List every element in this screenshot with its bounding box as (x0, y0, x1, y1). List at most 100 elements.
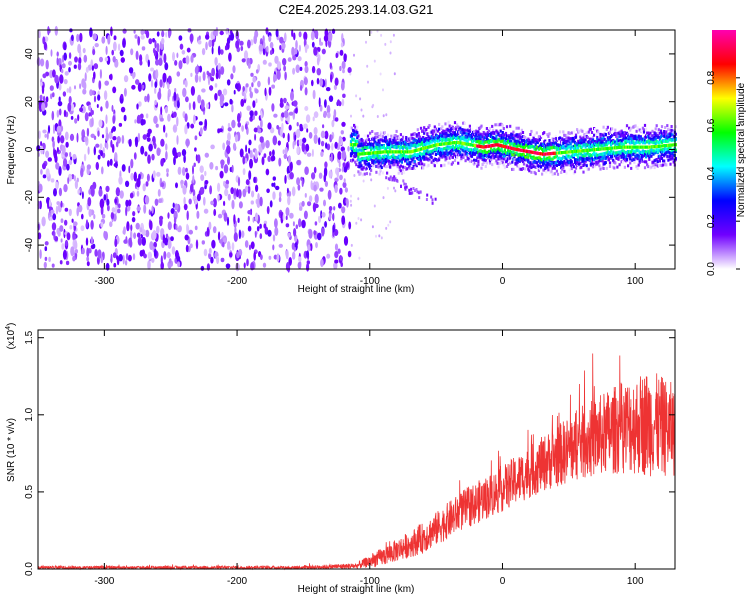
spectrogram-cell (643, 166, 647, 170)
spectrogram-cell (447, 120, 450, 124)
spectrogram-cell (121, 134, 125, 144)
spectrogram-cell (381, 171, 384, 175)
spectrogram-cell (509, 156, 512, 160)
spectrogram-cell (591, 136, 595, 140)
spectrogram-cell (222, 241, 225, 248)
spectrogram-cell (120, 93, 124, 99)
spectrogram-cell (500, 133, 503, 137)
spectrogram-cell (74, 180, 78, 190)
spectrogram-cell (527, 142, 530, 146)
spectrogram-cell (516, 161, 519, 165)
spectrogram-cell (552, 161, 555, 165)
spectrogram-cell (38, 29, 41, 39)
spectrogram-cell (529, 161, 532, 165)
spectrogram-cell (223, 212, 228, 222)
spectrogram-cell (511, 153, 514, 157)
spectrogram-cell (156, 31, 160, 37)
spectrogram-cell (666, 156, 669, 160)
spectrogram-cell (534, 156, 537, 160)
spectrogram-cell (353, 123, 356, 127)
spectrogram-cell (606, 125, 609, 129)
spectrogram-cell (597, 130, 600, 134)
spectrogram-cell (536, 141, 539, 145)
spectrogram-cell (64, 131, 69, 141)
spectrogram-cell (377, 165, 380, 169)
spectrogram-cell (456, 123, 459, 127)
spectrogram-cell (128, 237, 132, 246)
spectrogram-cell (369, 131, 372, 135)
spectrogram-cell (52, 69, 56, 78)
spectrogram-cell (366, 158, 370, 161)
spectrogram-cell (99, 143, 103, 150)
spectrogram-cell (633, 157, 636, 161)
spectrogram-cell (322, 124, 325, 129)
spectrogram-cell (73, 175, 77, 182)
spectrogram-cell (358, 165, 361, 169)
spectrogram-cell (547, 134, 550, 138)
spectrogram-cell (114, 198, 117, 204)
spectrogram-cell (112, 136, 117, 141)
spectrogram-cell (214, 93, 218, 101)
spectrogram-cell (425, 198, 428, 201)
spectrogram-cell (334, 177, 339, 183)
spectrogram-cell (581, 129, 584, 133)
spectrogram-cell (194, 225, 198, 231)
spectrogram-cell (240, 98, 245, 107)
spectrogram-cell (658, 159, 661, 163)
spectrogram-cell (50, 209, 55, 214)
spectrogram-cell (250, 72, 254, 77)
spectrogram-cell (67, 177, 70, 185)
spectrogram-cell (406, 147, 409, 151)
spectrogram-cell (184, 79, 188, 88)
spectrogram-cell (360, 218, 363, 222)
spectrogram-cell (584, 138, 587, 142)
spectrogram-cell (492, 128, 495, 132)
spectrogram-cell (105, 114, 108, 124)
spectrogram-cell (423, 131, 426, 135)
spectrogram-cell (288, 155, 291, 164)
spectrogram-cell (248, 170, 252, 181)
spectrogram-cell (197, 154, 201, 164)
spectrogram-cell (43, 41, 48, 51)
spectrogram-cell (167, 212, 170, 219)
spectrogram-cell (184, 124, 188, 135)
spectrogram-cell (314, 29, 319, 39)
spectrogram-cell (254, 212, 259, 223)
spectrogram-cell (313, 126, 318, 135)
spectrogram-cell (112, 86, 117, 94)
spectrogram-cell (362, 148, 365, 152)
spectrogram-cell (569, 137, 572, 141)
snr-y-ticks: 0.00.51.01.5 (24, 330, 675, 576)
spectrogram-cell (253, 251, 256, 261)
spectrogram-cell (202, 71, 206, 81)
spectrogram-cell (241, 58, 246, 63)
spectrogram-cell (639, 135, 642, 139)
spectrogram-cell (284, 174, 287, 184)
spectrogram-cell (287, 132, 290, 143)
spectrogram-cell (287, 195, 291, 206)
spectrogram-cell (153, 241, 158, 248)
spectrogram-cell (111, 207, 116, 213)
spectrogram-cell (295, 40, 298, 50)
spectrogram-cell (468, 124, 471, 128)
spectrogram-cell (304, 166, 309, 175)
spectrogram-cell (214, 57, 218, 66)
spectrogram-cell (59, 260, 63, 265)
spectrogram-cell (121, 164, 126, 172)
spectrogram-cell (613, 166, 616, 170)
spectrogram-cell (176, 100, 180, 109)
spectrogram-cell (640, 129, 643, 133)
spectrogram-cell (534, 148, 537, 151)
spectrogram-cell (562, 164, 565, 168)
spectrogram-cell (41, 216, 46, 227)
spectrogram-cell (556, 172, 560, 176)
spectrogram-cell (356, 125, 359, 129)
spectrogram-cell (470, 154, 474, 158)
spectrogram-cell (359, 160, 362, 164)
spectrogram-cell (568, 168, 571, 172)
x-tick-label: 100 (627, 276, 644, 287)
spectrogram-cell (58, 83, 62, 91)
spectrogram-cell (650, 165, 653, 169)
spectrogram-cell (48, 256, 51, 262)
spectrogram-cell (505, 159, 509, 163)
